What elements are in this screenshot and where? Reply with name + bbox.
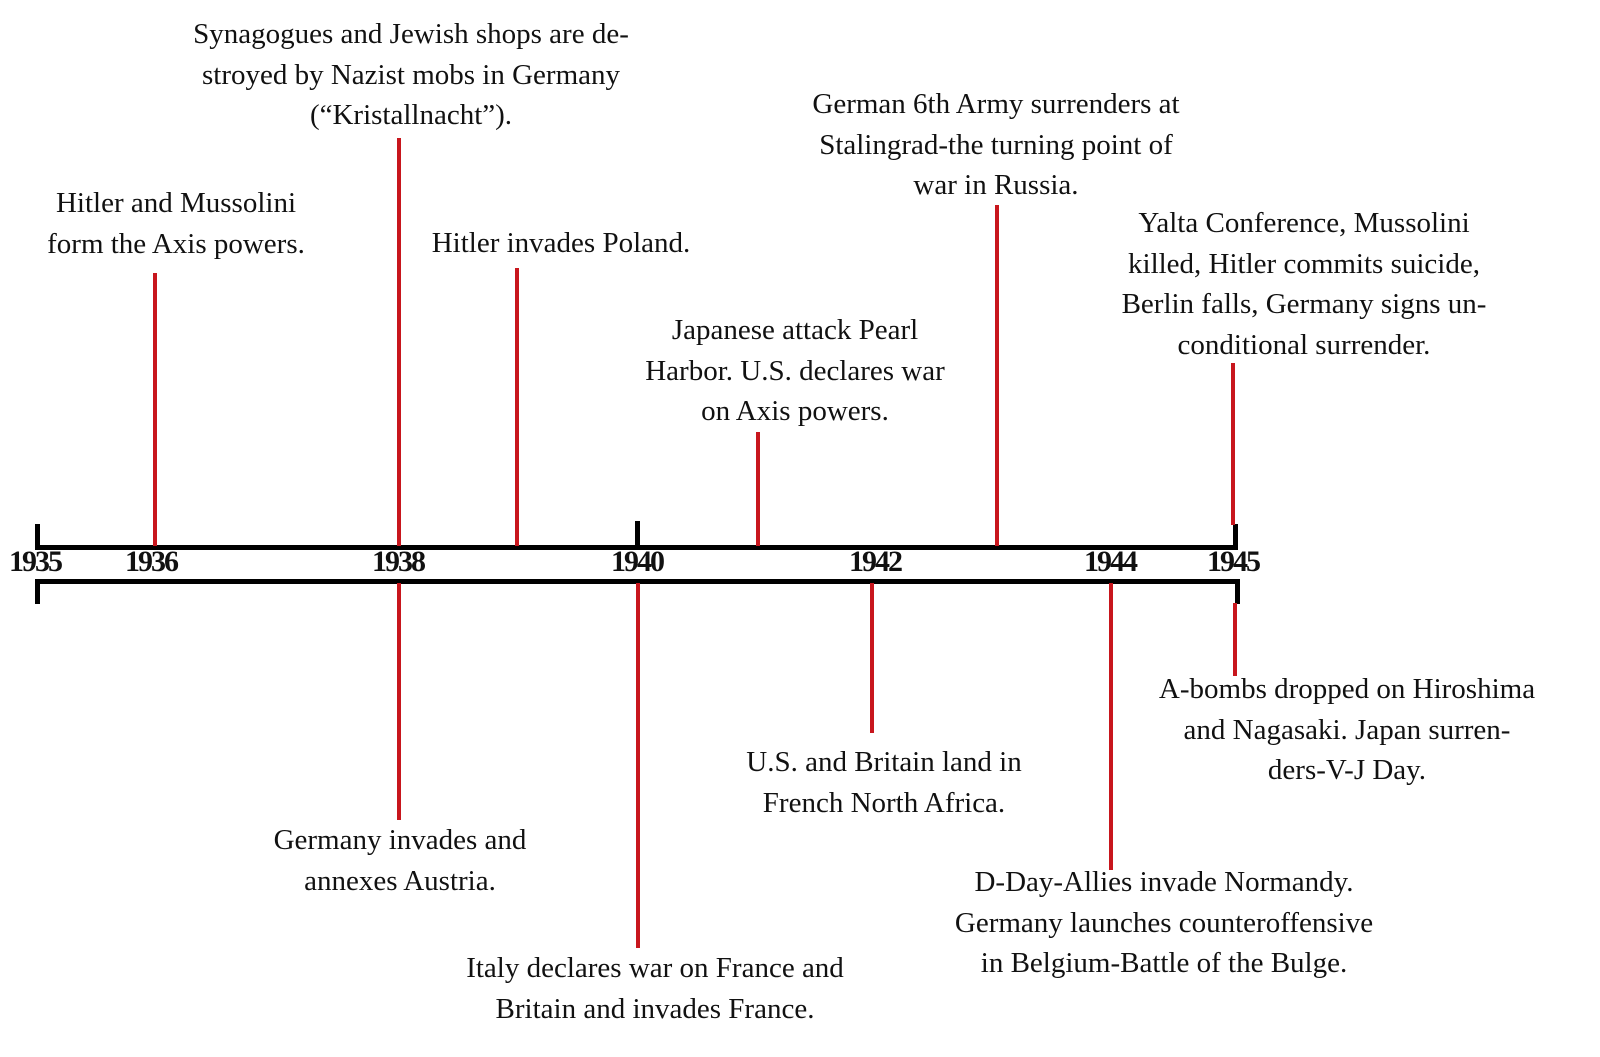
event-text: Harbor. U.S. declares war [645,354,945,387]
year-label: 1942 [849,545,903,578]
event-text: U.S. and Britain land in [746,746,1022,778]
event-text: killed, Hitler commits suicide, [1128,247,1480,280]
event-text: German 6th Army surrenders at [812,88,1180,120]
event-text: Synagogues and Jewish shops are de- [193,18,629,50]
event-text: Yalta Conference, Mussolini [1138,207,1470,239]
year-label: 1938 [372,545,426,578]
event-text: Germany invades and [273,824,527,856]
connector-line [153,273,157,546]
upper-tick-1945 [1233,524,1238,548]
event-text: (“Kristallnacht”). [309,99,513,131]
event-text: Italy declares war on France and [466,952,844,984]
event-text: and Nagasaki. Japan surren- [1183,713,1511,746]
upper-tick-1940 [635,521,640,548]
event-text: French North Africa. [762,786,1006,819]
event-text: stroyed by Nazist mobs in Germany [201,58,621,91]
event-d-day-bulge: D-Day-Allies invade Normandy. Germany la… [955,862,1373,984]
event-austria: Germany invades and annexes Austria. [274,820,527,901]
event-text: A-bombs dropped on Hiroshima [1158,673,1536,705]
event-italy-france: Italy declares war on France and Britain… [466,948,844,1029]
event-kristallnacht: Synagogues and Jewish shops are de- stro… [193,14,629,136]
connector-line [995,205,999,546]
event-poland: Hitler invades Poland. [432,223,691,264]
lower-tick-1945 [1235,581,1240,604]
connector-line [1231,363,1235,525]
year-label: 1945 [1207,545,1261,578]
event-text: ders-V-J Day. [1267,754,1427,786]
year-label: 1940 [611,545,665,578]
year-label: 1944 [1084,545,1138,578]
connector-line [515,268,519,546]
event-text: war in Russia. [913,169,1079,201]
lower-tick-1935 [35,581,40,604]
connector-line [1109,583,1113,870]
event-text: Berlin falls, Germany signs un- [1121,288,1487,320]
connector-line [756,432,760,546]
lower-axis-line [35,579,1240,584]
event-text: Germany launches counteroffensive [954,906,1374,939]
event-yalta-surrender: Yalta Conference, Mussolini killed, Hitl… [1122,203,1487,365]
event-text: Hitler and Mussolini [55,187,297,219]
event-pearl-harbor: Japanese attack Pearl Harbor. U.S. decla… [645,310,945,432]
event-axis-powers: Hitler and Mussolini form the Axis power… [47,183,305,264]
connector-line [397,583,401,820]
event-stalingrad: German 6th Army surrenders at Stalingrad… [812,84,1179,206]
event-text: Hitler invades Poland. [431,227,691,259]
event-text: form the Axis powers. [47,227,305,260]
event-text: in Belgium-Battle of the Bulge. [980,947,1348,979]
upper-tick-1935 [35,524,40,548]
event-north-africa: U.S. and Britain land in French North Af… [746,742,1021,823]
event-text: conditional surrender. [1177,328,1431,361]
event-text: D-Day-Allies invade Normandy. [974,866,1354,898]
connector-line [1233,603,1237,676]
event-a-bombs: A-bombs dropped on Hiroshima and Nagasak… [1159,669,1535,791]
connector-line [397,138,401,546]
event-text: annexes Austria. [304,864,496,897]
connector-line [870,583,874,733]
event-text: Japanese attack Pearl [671,314,919,346]
event-text: Stalingrad-the turning point of [819,128,1173,161]
event-text: Britain and invades France. [495,992,815,1025]
year-label: 1935 [9,545,63,578]
year-label: 1936 [125,545,179,578]
connector-line [636,583,640,948]
event-text: on Axis powers. [701,395,889,427]
